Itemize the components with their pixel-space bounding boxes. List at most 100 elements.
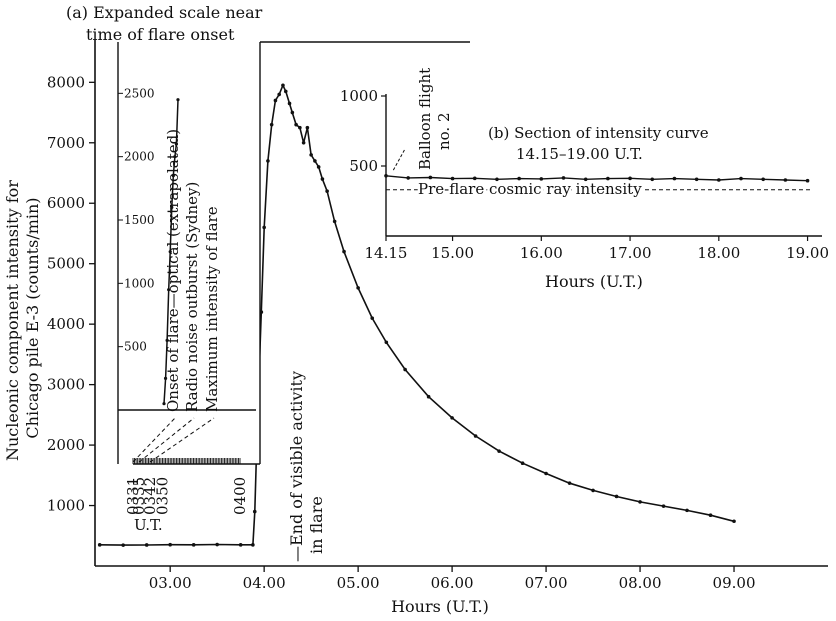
main-data-point	[544, 471, 548, 476]
balloon-flight-label: Balloon flight no. 2	[416, 63, 453, 170]
main-y-axis-label-line-2: Chicago pile E-3 (counts/min)	[23, 197, 42, 438]
main-data-point	[287, 101, 292, 106]
main-data-point	[661, 504, 666, 508]
main-data-point	[294, 122, 298, 127]
balloon-flight-line-1: Balloon flight	[416, 68, 434, 170]
main-data-point	[97, 543, 102, 547]
main-data-point	[426, 394, 431, 399]
end-activity-label: —End of visible activity in flare	[287, 366, 326, 562]
inset-b-data-point	[672, 176, 677, 181]
main-y-axis-label-line-1: Nucleonic component intensity for	[3, 180, 22, 461]
main-data-point	[356, 286, 360, 290]
main-x-tick-label: 09.00	[713, 574, 756, 592]
main-data-point	[614, 494, 619, 499]
main-data-point	[567, 481, 572, 485]
main-y-tick-label: 2000	[47, 436, 85, 454]
inset-a-data-point	[176, 98, 180, 102]
main-data-point	[301, 140, 306, 145]
main-data-point	[591, 488, 595, 493]
main-x-tick-label: 07.00	[525, 574, 568, 592]
main-data-point	[450, 416, 454, 420]
inset-a-x-tick-label: 0400	[231, 477, 249, 515]
main-data-point	[325, 189, 329, 193]
inset-b-data-point	[717, 178, 721, 182]
inset-a-title: (a) Expanded scale near time of flare on…	[66, 3, 267, 44]
main-x-tick-label: 08.00	[619, 574, 662, 592]
inset-b-title-line-1: (b) Section of intensity curve	[488, 124, 709, 142]
main-data-point	[251, 543, 255, 547]
inset-a-annotation-leader	[138, 417, 195, 463]
main-data-point	[384, 340, 389, 345]
inset-a-data-point	[174, 142, 179, 146]
main-data-point	[266, 159, 270, 163]
main-data-point	[269, 122, 274, 127]
inset-b-y-tick-label: 1000	[340, 87, 378, 105]
inset-b-data-point	[628, 176, 632, 181]
inset-a-x-tick-label: 0350	[153, 477, 171, 515]
main-x-tick-label: 06.00	[431, 574, 474, 592]
main-data-point	[191, 543, 196, 547]
inset-b-data-point	[606, 176, 610, 181]
inset-a-y-tick-label: 500	[124, 340, 147, 354]
main-data-point	[215, 542, 219, 547]
pre-flare-reference-label: Pre-flare cosmic ray intensity	[418, 180, 642, 198]
inset-a-x-axis-label: U.T.	[134, 516, 163, 534]
inset-b-data-point	[761, 177, 765, 182]
inset-a-y-tick-label: 1000	[124, 276, 155, 290]
main-data-point	[238, 543, 243, 547]
main-data-point	[144, 543, 149, 547]
end-activity-line-1: —End of visible activity	[287, 371, 306, 562]
inset-a-data-point	[168, 250, 172, 254]
main-data-point	[281, 83, 285, 88]
main-y-tick-label: 7000	[47, 134, 85, 152]
inset-a-title-line-2: time of flare onset	[86, 25, 235, 44]
main-x-tick-label: 03.00	[149, 574, 192, 592]
main-data-point	[497, 449, 501, 453]
main-data-point	[316, 165, 321, 169]
inset-b-data-point	[739, 176, 743, 181]
inset-a-annotation: Radio noise outburst (Sydney)	[183, 182, 201, 412]
main-data-point	[298, 125, 302, 130]
inset-a-data-point	[165, 338, 169, 342]
inset-b-data-point	[428, 175, 433, 180]
inset-b-x-tick-label: 15.00	[431, 244, 474, 262]
main-data-point	[273, 98, 278, 103]
main-x-axis-label: Hours (U.T.)	[391, 597, 489, 616]
main-data-point	[309, 153, 313, 157]
inset-a-data-point	[167, 288, 171, 292]
inset-a-data-point	[162, 402, 166, 406]
main-data-point	[313, 159, 317, 163]
main-y-tick-label: 5000	[47, 255, 85, 273]
main-data-point	[342, 249, 346, 254]
main-data-point	[283, 89, 288, 94]
balloon-flight-arrow	[391, 149, 405, 173]
inset-a-data-point	[163, 376, 168, 380]
main-y-tick-label: 3000	[47, 376, 85, 394]
inset-b-x-tick-label: 19.00	[786, 244, 829, 262]
inset-b-data-point	[783, 178, 788, 182]
inset-a-panel	[118, 42, 260, 464]
main-data-point	[708, 513, 713, 518]
inset-b-x-tick-label: 16.00	[520, 244, 563, 262]
main-data-point	[290, 110, 295, 115]
inset-b-title-line-2: 14.15–19.00 U.T.	[516, 145, 643, 163]
inset-a-x-tick-label: 0331	[124, 477, 142, 515]
main-y-tick-label: 4000	[47, 315, 85, 333]
main-data-point	[732, 519, 736, 524]
main-data-point	[638, 500, 642, 504]
inset-b-data-point	[450, 176, 455, 181]
inset-a-annotation-leader	[132, 417, 176, 463]
inset-a-title-line-1: (a) Expanded scale near	[66, 3, 263, 22]
end-activity-line-2: in flare	[307, 496, 326, 554]
inset-a-x-tick-label: 0342	[141, 477, 159, 515]
inset-b-data-point	[694, 177, 699, 182]
main-y-tick-label: 8000	[47, 73, 85, 91]
inset-b-x-axis-label: Hours (U.T.)	[545, 272, 643, 291]
main-data-point	[332, 219, 337, 224]
inset-a: (a) Expanded scale near time of flare on…	[66, 3, 470, 534]
main-data-point	[252, 509, 257, 514]
inset-b-data-point	[384, 174, 388, 178]
main-x-tick-label: 04.00	[243, 574, 286, 592]
inset-a-data-point	[171, 174, 175, 178]
inset-b-data-point	[583, 177, 588, 182]
